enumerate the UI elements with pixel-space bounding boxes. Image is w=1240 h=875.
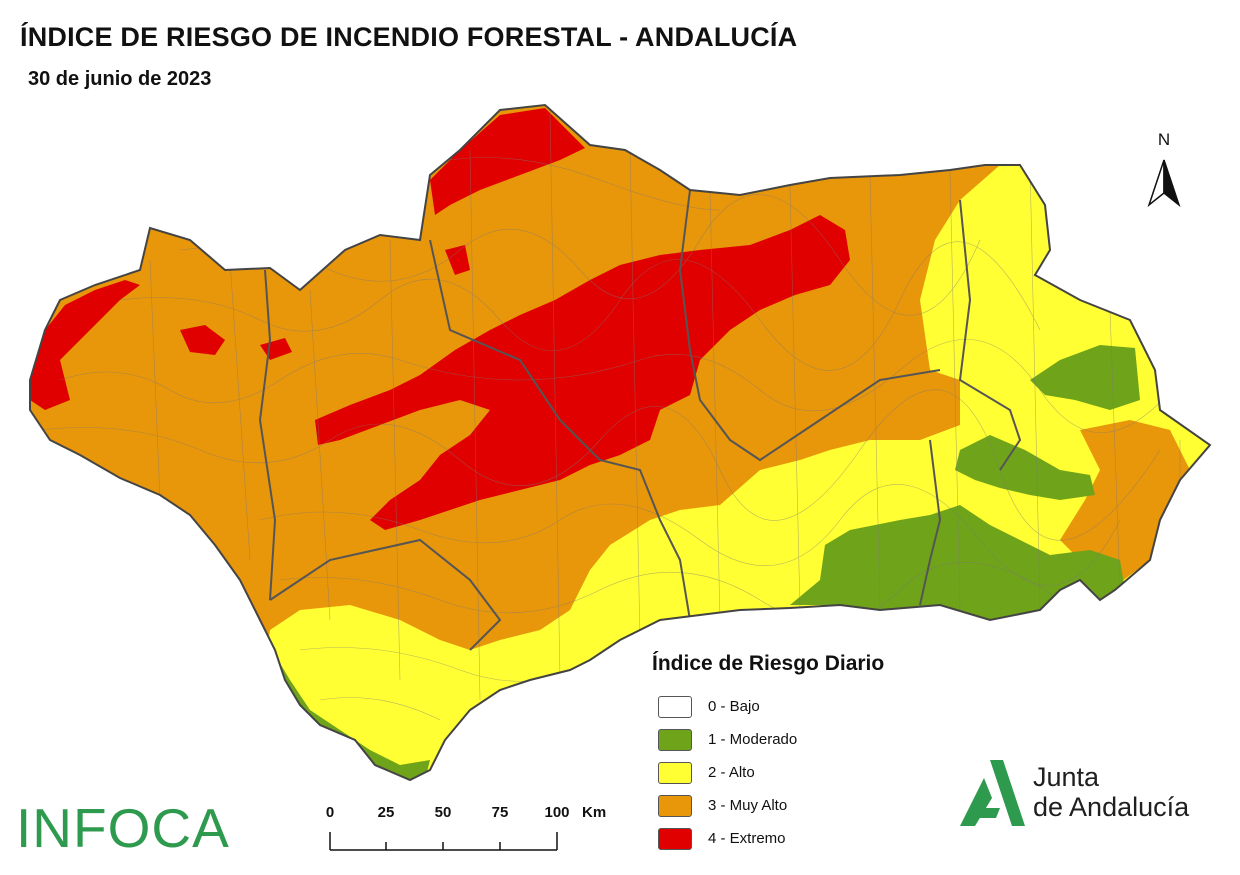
legend-swatch <box>658 794 692 817</box>
zone-moderado-north <box>1030 345 1140 410</box>
zone-extremo-sierra-patch <box>180 325 225 355</box>
junta-logo-mark <box>960 760 1025 826</box>
legend-label: 3 - Muy Alto <box>708 797 788 814</box>
legend-label: 1 - Moderado <box>708 731 798 748</box>
scale-tick-75: 75 <box>491 804 509 821</box>
scale-tick-25: 25 <box>377 804 395 821</box>
legend-title: Índice de Riesgo Diario <box>652 652 885 675</box>
zone-moderado-almeria <box>955 435 1095 500</box>
junta-logo-line2: de Andalucía <box>1033 792 1190 822</box>
legend-item: 3 - Muy Alto <box>652 789 952 822</box>
scale-unit: Km <box>582 804 607 821</box>
legend: Índice de Riesgo Diario 0 - Bajo 1 - Mode… <box>652 652 952 855</box>
scale-bar-graphic <box>329 832 558 851</box>
junta-logo-line1: Junta <box>1033 762 1100 792</box>
scale-tick-0: 0 <box>325 804 335 821</box>
legend-label: 2 - Alto <box>708 764 755 781</box>
north-arrow-icon <box>1147 159 1181 208</box>
legend-item: 1 - Moderado <box>652 723 952 756</box>
north-arrow: N <box>1146 130 1182 150</box>
legend-swatch <box>658 728 692 751</box>
infoca-logo: INFOCA <box>16 797 230 859</box>
scale-tick-50: 50 <box>434 804 452 821</box>
legend-label: 4 - Extremo <box>708 830 786 847</box>
legend-swatch <box>658 695 692 718</box>
legend-item: 2 - Alto <box>652 756 952 789</box>
province-boundaries <box>258 189 1022 651</box>
legend-label: 0 - Bajo <box>708 698 760 715</box>
zone-muy-alto-southeast <box>1060 420 1190 590</box>
map-title: ÍNDICE DE RIESGO DE INCENDIO FORESTAL - … <box>20 22 798 52</box>
legend-swatch <box>658 827 692 850</box>
map-date: 30 de junio de 2023 <box>28 68 212 90</box>
scale-bar: 0 25 50 75 100 Km <box>318 800 638 860</box>
andalucia-outline <box>29 103 1212 782</box>
zone-extremo-north-huelva <box>430 108 585 215</box>
scale-tick-100: 100 <box>544 804 570 821</box>
legend-item: 0 - Bajo <box>652 690 952 723</box>
legend-swatch <box>658 761 692 784</box>
zone-extremo-patch-3 <box>445 245 470 275</box>
zone-extremo-west-huelva <box>30 280 140 410</box>
legend-item: 4 - Extremo <box>652 822 952 855</box>
north-label: N <box>1157 130 1171 149</box>
